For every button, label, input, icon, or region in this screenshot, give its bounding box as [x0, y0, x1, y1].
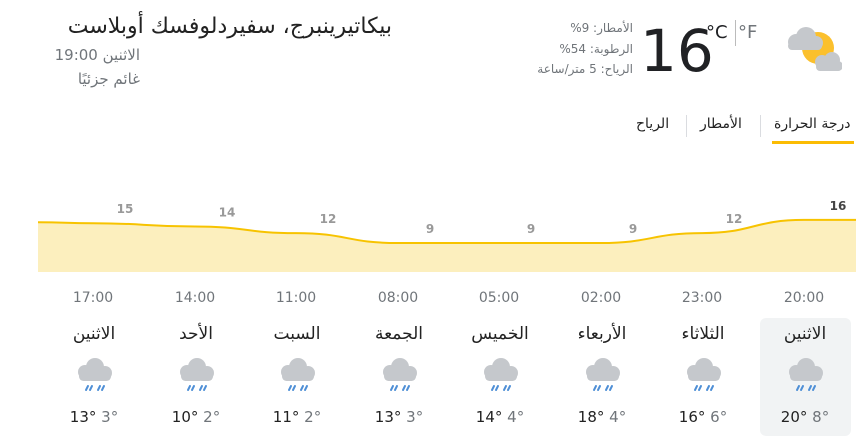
temperature-data-label: 12	[320, 212, 337, 226]
current-datetime: الاثنين 19:00	[54, 46, 140, 64]
temperature-data-label: 14	[219, 206, 236, 220]
temperature-data-label: 9	[629, 222, 637, 236]
day-name: الاثنين	[72, 324, 116, 344]
rain-cloud-icon	[378, 356, 420, 398]
day-temperatures: 18° 4°	[577, 408, 627, 426]
day-temperatures: 14° 4°	[475, 408, 525, 426]
current-temperature: 16	[640, 17, 714, 85]
tab-divider	[760, 115, 761, 137]
hour-label: 14:00	[174, 290, 216, 306]
hour-label: 08:00	[377, 290, 419, 306]
fahrenheit-toggle[interactable]: °F	[738, 22, 758, 43]
tab-divider	[686, 115, 687, 137]
tab-temperature[interactable]: درجة الحرارة	[774, 116, 851, 132]
hour-label: 05:00	[478, 290, 520, 306]
tab-precipitation[interactable]: الأمطار	[700, 116, 742, 132]
temperature-chart: 16 12 9 9 9 12 14 15	[37, 199, 856, 272]
day-temperatures: 11° 2°	[272, 408, 322, 426]
day-name: السبت	[273, 324, 321, 344]
day-temperatures: 20° 8°	[780, 408, 830, 426]
day-name: الأحد	[179, 324, 213, 344]
temperature-data-label: 16	[830, 199, 847, 213]
day-temperatures: 13° 3°	[374, 408, 424, 426]
rain-cloud-icon	[479, 356, 521, 398]
rain-cloud-icon	[581, 356, 623, 398]
temperature-data-label: 15	[117, 202, 134, 216]
temperature-data-label: 12	[726, 212, 743, 226]
celsius-toggle[interactable]: °C	[706, 22, 728, 43]
rain-cloud-icon	[73, 356, 115, 398]
rain-cloud-icon	[276, 356, 318, 398]
rain-cloud-icon	[784, 356, 826, 398]
day-temperatures: 10° 2°	[171, 408, 221, 426]
day-temperatures: 16° 6°	[678, 408, 728, 426]
current-condition: غائم جزئيًا	[77, 70, 140, 88]
humidity-detail: الرطوبة: 54%	[559, 42, 633, 56]
rain-cloud-icon	[175, 356, 217, 398]
hour-label: 11:00	[275, 290, 317, 306]
rain-cloud-icon	[682, 356, 724, 398]
partly-cloudy-icon	[788, 27, 842, 71]
hour-label: 20:00	[783, 290, 825, 306]
hour-label: 17:00	[72, 290, 114, 306]
active-tab-indicator	[772, 141, 854, 144]
hour-label: 23:00	[681, 290, 723, 306]
temperature-data-label: 9	[426, 222, 434, 236]
temperature-line	[37, 218, 856, 244]
temperature-data-label: 9	[527, 222, 535, 236]
day-name: الأربعاء	[577, 324, 627, 344]
temperature-area	[38, 219, 856, 272]
day-name: الخميس	[471, 324, 529, 344]
day-name: الجمعة	[374, 324, 424, 344]
day-name: الثلاثاء	[681, 324, 725, 344]
hour-label: 02:00	[580, 290, 622, 306]
wind-detail: الرياح: 5 متر/ساعة	[537, 62, 633, 76]
day-name: الاثنين	[783, 324, 827, 344]
precipitation-detail: الأمطار: 9%	[570, 21, 633, 35]
location-title: بيكاتيرينبرج، سفيردلوفسك أوبلاست	[67, 14, 392, 39]
tab-wind[interactable]: الرياح	[636, 116, 670, 132]
unit-separator	[735, 20, 736, 46]
day-temperatures: 13° 3°	[69, 408, 119, 426]
